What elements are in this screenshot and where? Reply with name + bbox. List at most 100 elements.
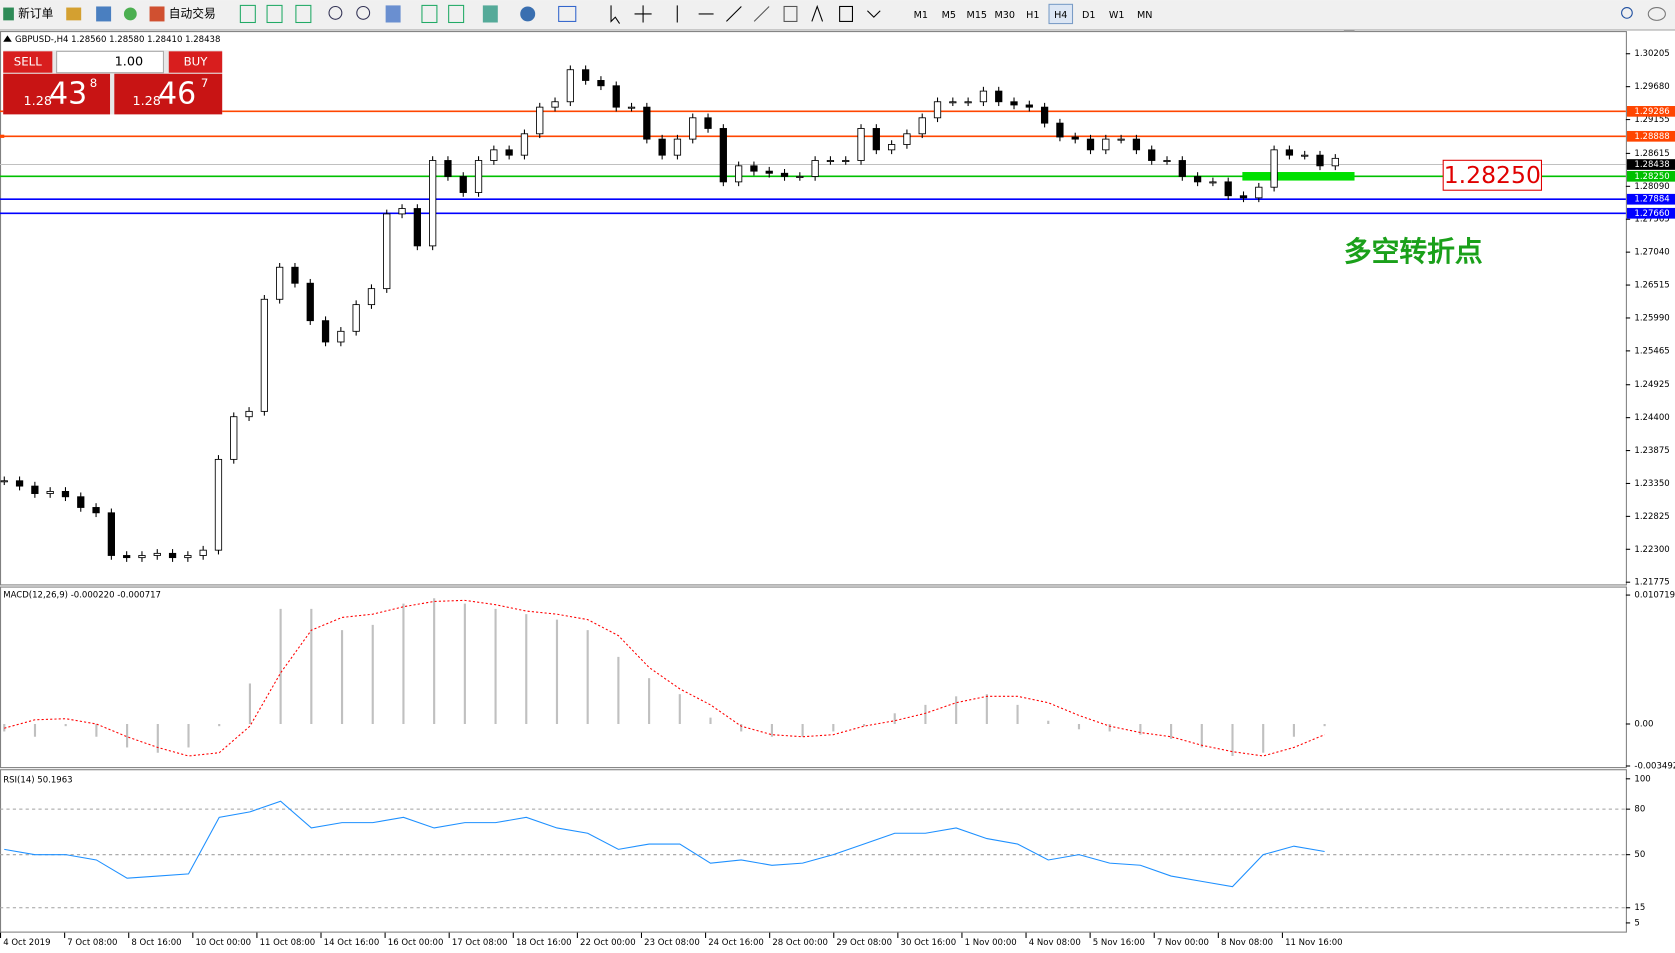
candle (1056, 122, 1064, 138)
candle (765, 170, 773, 174)
icon[interactable] (811, 4, 824, 22)
candle (719, 128, 727, 183)
timeframe[interactable]: M5 (942, 10, 956, 21)
candle (1224, 181, 1232, 197)
candle (245, 410, 253, 418)
level-tag (1626, 207, 1675, 219)
candle (1117, 138, 1125, 141)
new-order[interactable]: 新订单 (18, 6, 53, 20)
candle (291, 266, 299, 284)
x-tick-label: 16 Oct 00:00 (388, 938, 444, 948)
icon[interactable] (385, 5, 401, 23)
timeframe[interactable]: H1 (1026, 10, 1039, 21)
y-tick-label: 100 (1634, 774, 1650, 784)
candle (398, 208, 406, 215)
x-tick-label: 1 Nov 00:00 (965, 938, 1017, 948)
buy-price-pips: 46 (158, 77, 196, 112)
candle (979, 90, 988, 103)
icon[interactable] (610, 5, 621, 24)
price-box (1442, 159, 1543, 191)
sell-price-fraction: 8 (90, 76, 97, 90)
x-tick-label: 7 Oct 08:00 (67, 938, 117, 948)
sell-button[interactable] (3, 51, 53, 73)
candle (1331, 157, 1339, 167)
icon[interactable] (295, 4, 312, 24)
timeframe[interactable]: M1 (914, 10, 928, 21)
icon[interactable] (66, 7, 82, 21)
icon[interactable] (96, 6, 112, 22)
candle (842, 160, 850, 162)
y-tick-label: 50 (1634, 850, 1645, 860)
auto-trading[interactable]: 自动交易 (169, 6, 216, 20)
icon[interactable] (1647, 7, 1666, 21)
candle (1025, 104, 1033, 108)
candle (1102, 138, 1110, 151)
icon[interactable] (266, 4, 283, 24)
candle (429, 160, 437, 247)
candle (92, 507, 100, 514)
candle (933, 101, 942, 119)
icon[interactable] (448, 4, 465, 24)
icon[interactable] (239, 4, 256, 24)
buy-price-box[interactable] (114, 73, 223, 115)
level-tag-label: 1.29286 (1634, 107, 1669, 117)
toolbar (0, 0, 1675, 30)
sell-price-pips: 43 (49, 77, 87, 112)
buy-label: BUY (184, 55, 209, 69)
icon[interactable] (634, 5, 652, 23)
icon[interactable] (558, 5, 577, 22)
collapse-icon[interactable] (3, 35, 12, 42)
price-box-label: 1.28250 (1444, 161, 1541, 189)
icon[interactable] (123, 7, 137, 21)
candle (1010, 101, 1018, 106)
icon[interactable] (421, 4, 438, 24)
active-timeframe (1048, 3, 1074, 25)
icon[interactable] (839, 5, 853, 22)
icon[interactable] (783, 5, 798, 22)
x-tick-label: 4 Oct 2019 (3, 938, 50, 948)
candle (582, 69, 590, 81)
candle (413, 208, 421, 247)
y-tick-label: 1.25465 (1634, 346, 1669, 356)
level-tag-label: 1.28438 (1634, 160, 1669, 170)
icon[interactable] (1621, 7, 1633, 19)
timeframe[interactable]: W1 (1109, 10, 1125, 21)
candle (1270, 149, 1278, 188)
annotation: 多空转折点 (1344, 235, 1483, 268)
timeframe[interactable]: D1 (1082, 10, 1096, 21)
x-tick-label: 11 Oct 08:00 (260, 938, 316, 948)
candle (1239, 195, 1248, 199)
y-tick-label: 1.30205 (1634, 49, 1669, 59)
timeframe[interactable]: MN (1137, 10, 1152, 21)
y-tick-label: 1.22825 (1634, 512, 1669, 522)
candle (995, 90, 1003, 103)
icon[interactable] (726, 6, 742, 22)
y-tick-label: 1.24925 (1634, 380, 1669, 390)
icon[interactable] (753, 6, 770, 22)
candle (643, 106, 651, 140)
sell-price-box[interactable] (3, 73, 111, 115)
icon[interactable] (867, 10, 881, 18)
candle (15, 480, 24, 487)
x-tick-label: 4 Nov 08:00 (1029, 938, 1081, 948)
candle (1071, 136, 1079, 140)
buy-button[interactable] (168, 51, 223, 73)
main-frame (0, 31, 1627, 586)
y-tick-label: 5 (1634, 918, 1639, 928)
icon[interactable] (149, 6, 165, 22)
lots-input[interactable] (56, 50, 164, 74)
icon[interactable] (328, 5, 343, 20)
icon[interactable] (356, 5, 371, 20)
icon[interactable] (3, 7, 14, 21)
candle (1316, 154, 1324, 167)
timeframe[interactable]: H4 (1054, 10, 1067, 21)
y-tick-label: 1.28615 (1634, 149, 1669, 159)
timeframe[interactable]: M30 (995, 10, 1016, 21)
icon[interactable] (482, 5, 498, 23)
timeframe[interactable]: M15 (967, 10, 988, 21)
level-tag (1626, 193, 1675, 205)
level-tag-label: 1.27660 (1634, 209, 1669, 219)
candle (153, 552, 161, 556)
icon[interactable] (520, 6, 536, 22)
candle (199, 549, 207, 556)
